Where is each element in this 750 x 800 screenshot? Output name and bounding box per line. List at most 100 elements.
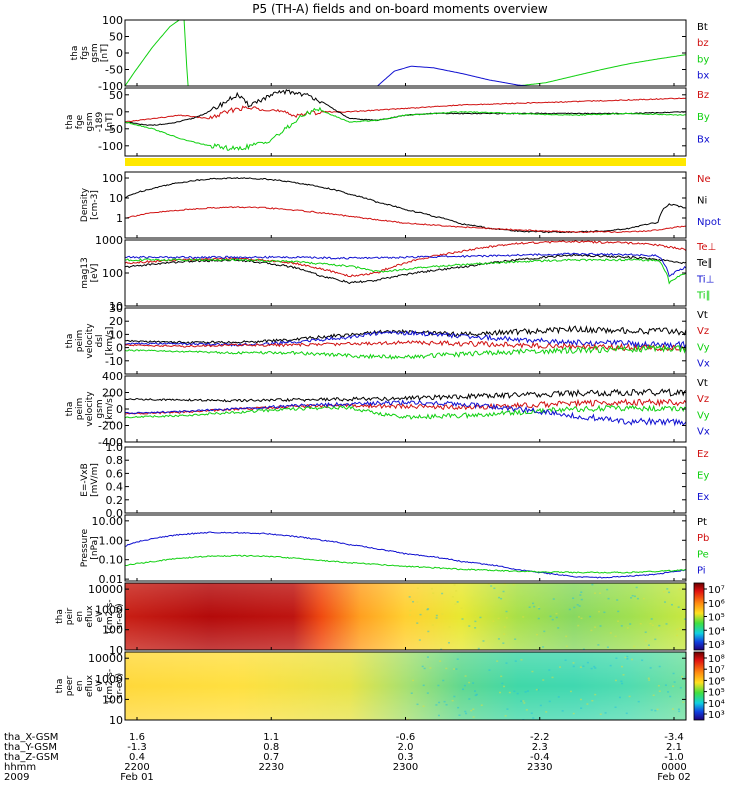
heatmap-speckle-dot (464, 675, 467, 677)
heatmap-speckle-dot (654, 709, 657, 712)
heatmap-speckle-dot (409, 599, 412, 601)
heatmap-speckle-dot (505, 662, 508, 664)
heatmap-speckle-dot (430, 587, 433, 590)
heatmap-speckle-dot (522, 616, 525, 618)
x-axis-value: -2.2 (530, 732, 550, 743)
heatmap-speckle-dot (670, 603, 673, 606)
heatmap-speckle-dot (549, 615, 552, 618)
legend-entry-Ez: Ez (697, 449, 709, 460)
heatmap-speckle-dot (579, 594, 582, 596)
y-axis-label-line: [nT] (105, 113, 115, 131)
heatmap-speckle-dot (498, 596, 501, 599)
heatmap-speckle-dot (594, 667, 597, 669)
heatmap-speckle-dot (504, 715, 507, 717)
x-axis-value: -0.6 (396, 732, 416, 743)
heatmap-speckle-dot (679, 686, 682, 689)
x-axis-annotation: tha_X-GSM 1.6 1.1 -0.6 -2.2 -3.4 tha_Y-GSM -1.3… (4, 732, 691, 783)
series-Ne-line (125, 206, 686, 234)
series-Ti∥-line (125, 258, 686, 285)
y-axis-label-line: eflux (85, 674, 95, 697)
heatmap-speckle-dot (502, 590, 505, 593)
heatmap-speckle-dot (457, 706, 460, 709)
heatmap-speckle-dot (538, 607, 541, 610)
heatmap-shading (125, 652, 686, 720)
x-axis-row-label: tha_Y-GSM (4, 742, 57, 753)
x-axis-value: 0.3 (398, 752, 414, 763)
heatmap-speckle-dot (472, 682, 475, 684)
heatmap-speckle (408, 583, 686, 650)
heatmap-speckle-dot (624, 656, 627, 659)
y-tick-label: 400 (102, 370, 123, 383)
heatmap-speckle-dot (656, 708, 659, 711)
heatmap-speckle-dot (666, 588, 669, 590)
x-axis-value: 2.0 (398, 742, 414, 753)
colorbar-tick-label: 10⁷ (708, 665, 725, 676)
heatmap-speckle-dot (641, 659, 644, 662)
heatmap-speckle-dot (609, 632, 612, 634)
y-axis-label-line: Pressure (80, 528, 90, 567)
legend-entry-Pi: Pi (697, 566, 706, 577)
heatmap-speckle-dot (453, 584, 456, 586)
heatmap-speckle-dot (633, 645, 636, 648)
heatmap-speckle-dot (435, 704, 438, 706)
heatmap-speckle-dot (636, 597, 639, 600)
heatmap-speckle-dot (447, 642, 450, 644)
heatmap-speckle-dot (644, 631, 647, 633)
y-tick-label: 0.8 (106, 454, 124, 467)
heatmap-speckle-dot (435, 617, 438, 619)
heatmap-speckle-dot (572, 712, 575, 715)
y-axis-label-line: gsm (95, 399, 105, 418)
heatmap-speckle-dot (435, 614, 438, 617)
heatmap-speckle-dot (561, 710, 564, 712)
heatmap-speckle-dot (684, 695, 686, 698)
legend-entry-Ti⊥: Ti⊥ (696, 274, 714, 285)
heatmap-speckle-dot (604, 712, 607, 714)
series-Vt-line (125, 388, 686, 403)
heatmap-speckle-dot (648, 679, 651, 681)
x-axis-value: 0.8 (263, 742, 279, 753)
heatmap-speckle-dot (682, 701, 685, 703)
heatmap-speckle-dot (488, 669, 491, 671)
y-tick-label: 1000 (95, 234, 123, 247)
y-tick-label: -400 (98, 436, 123, 449)
heatmap-speckle-dot (463, 684, 466, 687)
y-axis-label-line: gsm (90, 43, 100, 62)
heatmap-speckle-dot (503, 685, 506, 688)
legend-entry-Ti∥: Ti∥ (696, 291, 711, 302)
heatmap-speckle-dot (586, 703, 589, 705)
heatmap-speckle-dot (630, 597, 633, 599)
colorbar-tick-label: 10⁵ (708, 688, 725, 699)
heatmap-speckle-dot (461, 618, 464, 620)
heatmap-speckle-dot (460, 607, 463, 609)
heatmap-speckle-dot (422, 684, 425, 687)
y-axis-label-line: eV (95, 610, 105, 623)
colorbar-tick-label: 10⁴ (708, 699, 725, 710)
heatmap-speckle-dot (410, 692, 413, 694)
heatmap-shading (125, 583, 686, 650)
heatmap-speckle-dot (678, 710, 681, 713)
heatmap-speckle-dot (626, 655, 629, 658)
heatmap-speckle-dot (441, 613, 444, 615)
x-axis-value: 1.6 (129, 732, 145, 743)
legend-entry-Vz: Vz (697, 394, 709, 405)
y-tick-label: -100 (98, 80, 123, 93)
heatmap-speckle-dot (535, 633, 538, 636)
legend-entry-Vy: Vy (697, 410, 710, 421)
y-axis-label-line: peim (75, 398, 85, 421)
series-By-line (125, 106, 686, 151)
heatmap-speckle-dot (523, 702, 526, 704)
x-axis-value: -1.3 (127, 742, 147, 753)
heatmap-speckle-dot (408, 596, 411, 598)
heatmap-speckle-dot (579, 666, 582, 668)
heatmap-speckle-dot (412, 600, 415, 603)
heatmap-speckle-dot (453, 668, 456, 670)
heatmap-speckle-dot (462, 688, 465, 691)
heatmap-speckle-dot (649, 622, 652, 625)
heatmap-speckle-dot (684, 598, 686, 601)
heatmap-speckle-dot (617, 620, 620, 622)
heatmap-speckle-dot (497, 617, 500, 620)
y-tick-label: 50 (109, 89, 123, 102)
heatmap-speckle-dot (548, 700, 551, 703)
heatmap-speckle-dot (582, 648, 585, 650)
heatmap-speckle-dot (503, 626, 506, 628)
